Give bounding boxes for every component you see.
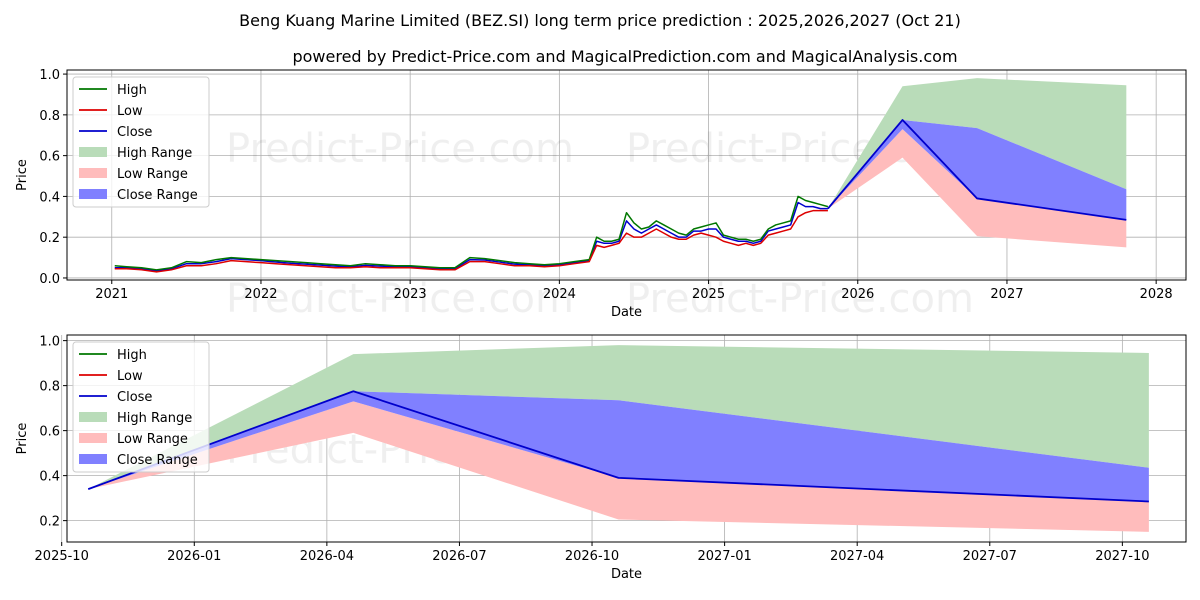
watermark-text: Predict-Price.com (226, 126, 574, 172)
watermark-text: Predict-Price.com (626, 276, 974, 322)
legend-label: High (117, 83, 147, 98)
y-tick-label: 0.2 (39, 231, 60, 246)
low-history-line (114, 209, 828, 273)
x-tick-label: 2026-04 (300, 549, 354, 564)
close-forecast-line (827, 119, 1127, 221)
legend-swatch-high-range (79, 147, 107, 157)
legend-swatch-high-range (79, 412, 107, 422)
x-tick-label: 2026-01 (167, 549, 221, 564)
y-tick-label: 0.6 (39, 425, 60, 440)
close-range-area (827, 119, 1127, 220)
x-tick-label: 2021 (95, 287, 128, 302)
low-range-area (827, 129, 1127, 248)
x-tick-label: 2025-10 (35, 549, 89, 564)
plot-frame (66, 69, 1187, 281)
close-range-area (88, 391, 1149, 502)
watermark-text: Predict-Price.com (226, 276, 574, 322)
x-tick-label: 2027-07 (963, 549, 1017, 564)
legend-swatch-close-range (79, 454, 107, 464)
plot-frame (66, 334, 1187, 543)
x-tick-label: 2027-04 (830, 549, 884, 564)
y-tick-label: 0.6 (39, 150, 60, 165)
y-tick-label: 0.8 (39, 109, 60, 124)
x-tick-label: 2028 (1140, 287, 1173, 302)
chart-subtitle: powered by Predict-Price.com and Magical… (292, 47, 957, 66)
low-range-area (88, 401, 1149, 532)
legend-label: Low Range (117, 167, 188, 182)
y-tick-label: 0.4 (39, 190, 60, 205)
panel-2: Predict-Price.comPredict-Price.com2025-1… (15, 334, 1187, 582)
legend-label: Close Range (117, 453, 198, 468)
x-axis-label: Date (611, 567, 642, 582)
x-tick-label: 2025 (692, 287, 725, 302)
y-tick-label: 0.4 (39, 470, 60, 485)
close-forecast-line (87, 390, 1149, 503)
high-range-area (88, 345, 1149, 490)
plot-area (87, 345, 1149, 532)
legend-label: Close (117, 125, 152, 140)
y-tick-label: 0.0 (39, 272, 60, 287)
x-tick-label: 2026 (841, 287, 874, 302)
x-tick-label: 2022 (244, 287, 277, 302)
legend-swatch-close-range (79, 189, 107, 199)
high-range-area (827, 78, 1127, 209)
x-tick-label: 2027-01 (697, 549, 751, 564)
legend-label: Close Range (117, 188, 198, 203)
legend-swatch-low-range (79, 433, 107, 443)
legend-label: Close (117, 390, 152, 405)
y-axis-label: Price (15, 423, 30, 455)
panel-1: Predict-Price.com Predict-Price.com Predic… (15, 68, 1187, 322)
x-tick-label: 2027 (990, 287, 1023, 302)
legend-label: High (117, 348, 147, 363)
legend-label: High Range (117, 411, 192, 426)
legend-swatch-low-range (79, 168, 107, 178)
y-axis-label: Price (15, 159, 30, 191)
chart-title: Beng Kuang Marine Limited (BEZ.SI) long … (239, 11, 961, 30)
y-tick-label: 1.0 (39, 335, 60, 350)
legend: High Low Close High Range Low Range Close Ran… (72, 76, 210, 208)
x-tick-label: 2023 (394, 287, 427, 302)
x-axis-label: Date (611, 305, 642, 320)
y-tick-label: 0.2 (39, 515, 60, 530)
x-tick-label: 2027-10 (1095, 549, 1149, 564)
y-tick-label: 0.8 (39, 380, 60, 395)
x-tick-label: 2026-10 (565, 549, 619, 564)
legend-label: High Range (117, 146, 192, 161)
high-history-line (114, 195, 829, 271)
legend: High Low Close High Range Low Range Close Ran… (72, 341, 210, 473)
plot-area (114, 78, 1127, 273)
x-tick-label: 2026-07 (432, 549, 486, 564)
legend-label: Low (117, 369, 143, 384)
legend-label: Low (117, 104, 143, 119)
close-history-line (114, 201, 828, 272)
x-tick-label: 2024 (543, 287, 576, 302)
y-tick-label: 1.0 (39, 68, 60, 83)
legend-label: Low Range (117, 432, 188, 447)
